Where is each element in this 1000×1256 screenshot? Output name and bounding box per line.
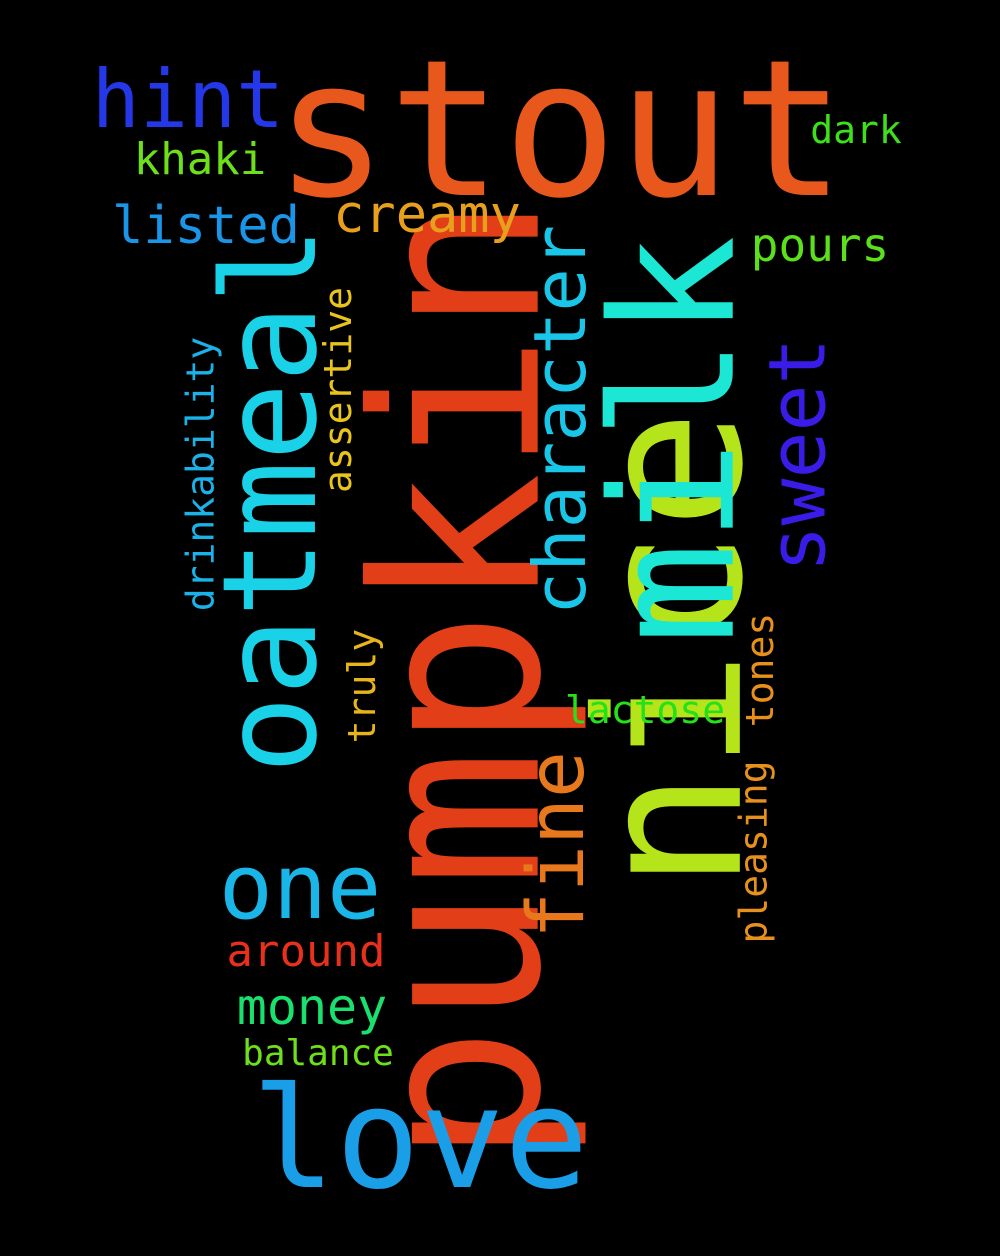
word-love: love (251, 1058, 589, 1221)
word-assertive: assertive (316, 287, 360, 493)
word-balance: balance (242, 1033, 394, 1074)
word-one: one (218, 835, 382, 940)
word-creamy: creamy (333, 185, 521, 245)
word-stout: stout (274, 19, 846, 240)
word-listed: listed (112, 196, 300, 256)
word-dark: dark (810, 108, 902, 152)
word-fine: fine (512, 751, 602, 939)
word-around: around (226, 926, 386, 977)
word-hint: hint (91, 53, 285, 146)
word-drinkability: drinkability (177, 336, 222, 612)
word-sweet: sweet (753, 337, 843, 573)
word-character: character (517, 224, 602, 616)
word-lactose: lactose (564, 688, 726, 732)
word-pleasing: pleasing (732, 760, 776, 944)
word-truly: truly (339, 628, 384, 744)
word-milk: milk (576, 235, 774, 645)
word-money: money (236, 978, 388, 1036)
word-pours: pours (750, 218, 890, 272)
word-tones: tones (737, 612, 782, 728)
word-khaki: khaki (133, 134, 267, 185)
